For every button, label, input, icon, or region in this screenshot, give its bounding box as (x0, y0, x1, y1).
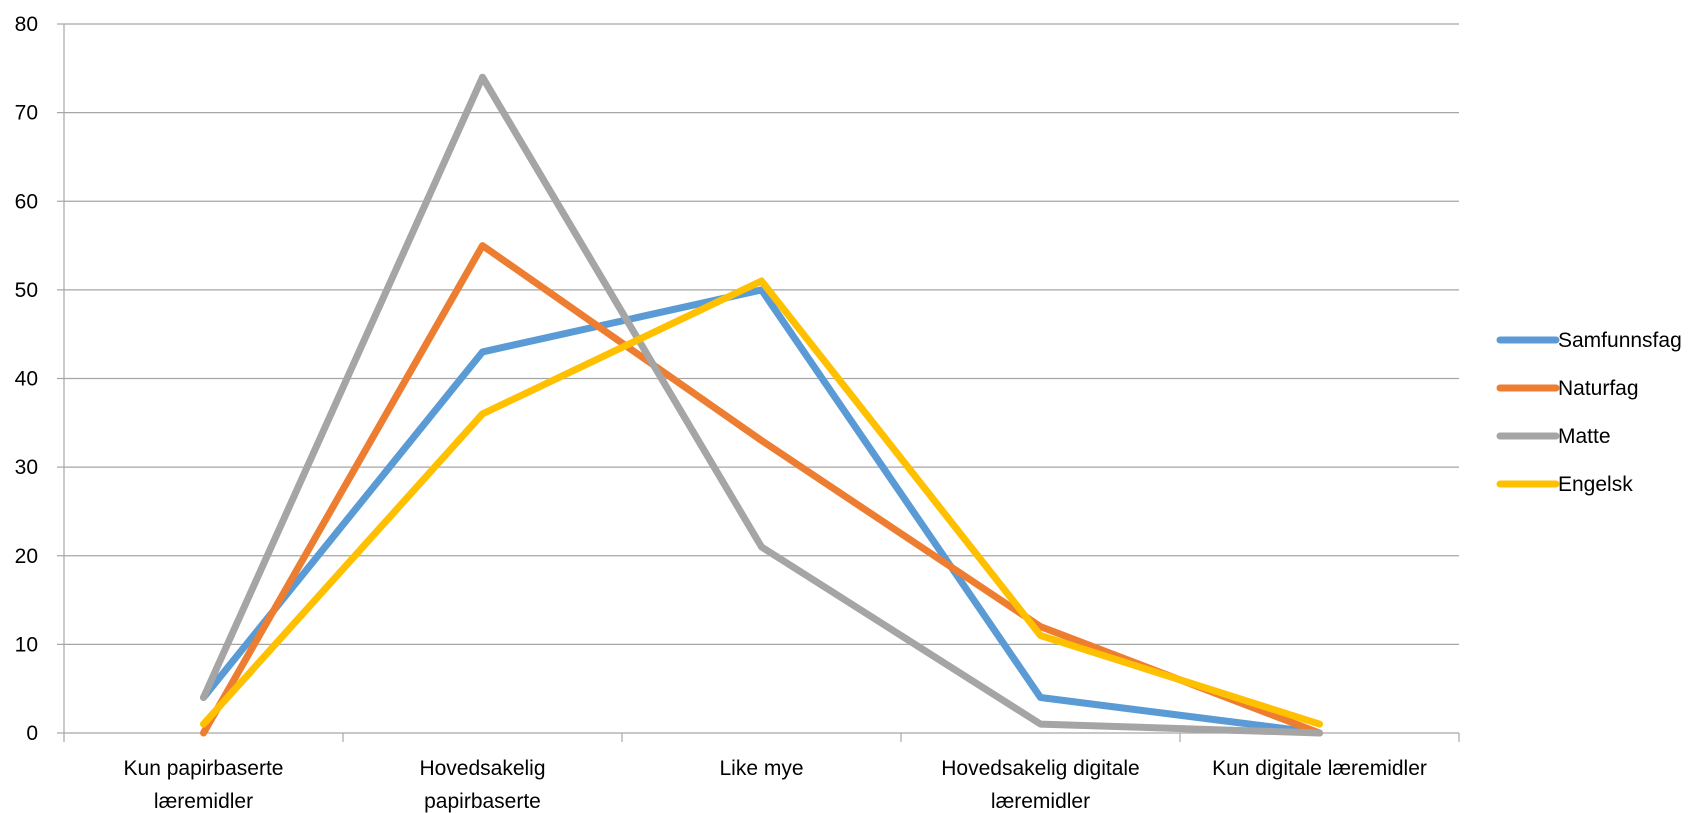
x-category-label-line: Like mye (719, 757, 803, 780)
series-lines (204, 77, 1320, 733)
series-line-matte (204, 77, 1320, 733)
x-category-label-line: Kun digitale læremidler (1212, 757, 1427, 780)
y-tick-label: 30 (15, 456, 38, 479)
legend-label: Matte (1558, 425, 1611, 448)
legend: Samfunnsfag Naturfag Matte Engelsk (1500, 329, 1682, 496)
x-category-labels: Kun papirbaserte læremidler Hovedsakelig pa… (124, 757, 1427, 813)
x-category-label: Kun papirbaserte læremidler (124, 757, 284, 813)
y-tick-label: 10 (15, 633, 38, 656)
x-category-label-line: læremidler (991, 790, 1090, 813)
x-category-label-line: læremidler (154, 790, 253, 813)
y-tick-label: 20 (15, 545, 38, 568)
x-category-label: Hovedsakelig papirbaserte (419, 757, 545, 813)
x-category-label-line: Hovedsakelig (419, 757, 545, 780)
y-tick-label: 70 (15, 102, 38, 125)
gridlines (64, 24, 1459, 644)
y-tick-label: 0 (26, 722, 38, 745)
legend-label: Engelsk (1558, 473, 1633, 496)
x-category-label: Kun digitale læremidler (1212, 757, 1427, 780)
series-line-engelsk (204, 281, 1320, 724)
axes (57, 24, 1459, 742)
x-category-label-line: Kun papirbaserte (124, 757, 284, 780)
legend-label: Samfunnsfag (1558, 329, 1682, 352)
x-category-label: Hovedsakelig digitale læremidler (941, 757, 1139, 813)
x-category-label-line: Hovedsakelig digitale (941, 757, 1139, 780)
y-tick-labels: 0 10 20 30 40 50 60 70 80 (15, 13, 38, 745)
y-tick-label: 60 (15, 190, 38, 213)
legend-label: Naturfag (1558, 377, 1639, 400)
x-category-label: Like mye (719, 757, 803, 780)
y-tick-label: 40 (15, 368, 38, 391)
x-category-label-line: papirbaserte (424, 790, 541, 813)
y-tick-label: 50 (15, 279, 38, 302)
y-tick-label: 80 (15, 13, 38, 36)
